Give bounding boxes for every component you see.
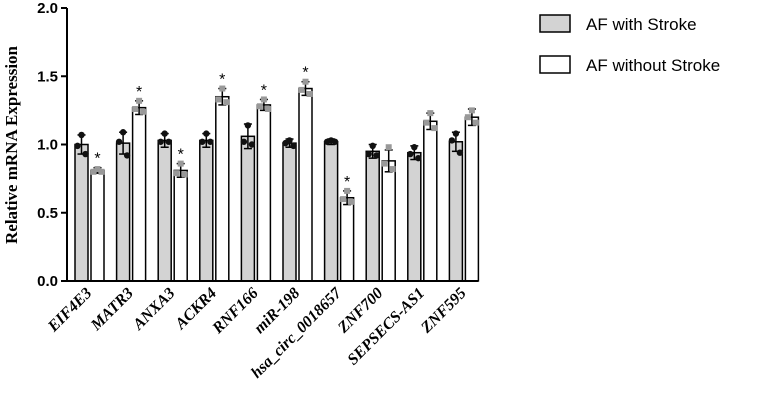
data-point — [415, 155, 421, 161]
data-point — [382, 161, 388, 167]
significance-star: * — [261, 82, 267, 99]
significance-star: * — [344, 174, 350, 191]
data-point — [390, 166, 396, 172]
data-point — [203, 130, 209, 136]
x-axis-labels: EIF4E3MATR3ANXA3ACKR4RNF166miR-198hsa_ci… — [44, 284, 469, 382]
data-point — [140, 109, 146, 115]
data-point — [453, 130, 459, 136]
data-point — [299, 87, 305, 93]
data-point — [265, 106, 271, 112]
data-point — [124, 152, 130, 158]
bar-EIF4E3-with-stroke — [75, 145, 88, 282]
data-point — [386, 144, 392, 150]
data-point — [116, 139, 122, 145]
bar-ANXA3-without-stroke — [174, 170, 187, 281]
significance-star: * — [219, 72, 225, 89]
bar-miR-198-with-stroke — [283, 143, 296, 281]
data-point — [91, 169, 97, 175]
data-point — [348, 199, 354, 205]
y-tick-label: 1.5 — [37, 68, 58, 85]
data-point — [249, 141, 255, 147]
data-point — [120, 129, 126, 135]
data-point — [174, 170, 180, 176]
data-point — [282, 140, 288, 146]
bar-ZNF595-with-stroke — [449, 142, 462, 281]
x-tick-label: EIF4E3 — [44, 285, 95, 336]
data-point — [307, 91, 313, 97]
data-point — [74, 143, 80, 149]
significance-star: * — [178, 147, 184, 164]
data-point — [162, 130, 168, 136]
data-point — [158, 139, 164, 145]
bar-EIF4E3-without-stroke — [91, 170, 104, 281]
bars-group: * * * * * * * — [74, 65, 479, 281]
bar-ACKR4-with-stroke — [200, 140, 213, 281]
data-point — [457, 149, 463, 155]
x-tick-label: ZNF595 — [417, 285, 469, 337]
bar-ZNF700-without-stroke — [382, 161, 395, 281]
data-point — [340, 196, 346, 202]
data-point — [223, 99, 229, 105]
data-point — [245, 122, 251, 128]
y-tick-label: 0.0 — [37, 273, 58, 290]
data-point — [207, 139, 213, 145]
bar-RNF166-with-stroke — [241, 136, 254, 281]
data-point — [199, 139, 205, 145]
x-tick-label: MATR3 — [87, 285, 137, 335]
data-point — [290, 143, 296, 149]
bar-SEPSECS-AS1-with-stroke — [408, 153, 421, 281]
data-point — [215, 96, 221, 102]
data-point — [469, 107, 475, 113]
bar-hsa_circ_0018657-without-stroke — [341, 198, 354, 281]
bar-ANXA3-with-stroke — [158, 140, 171, 281]
x-tick-label: ANXA3 — [129, 285, 178, 334]
legend-label-af-without-stroke: AF without Stroke — [586, 56, 720, 75]
y-tick-label: 1.0 — [37, 137, 58, 154]
data-point — [465, 114, 471, 120]
data-point — [473, 120, 479, 126]
legend-label-af-with-stroke: AF with Stroke — [586, 15, 697, 34]
legend: AF with Stroke AF without Stroke — [540, 15, 720, 75]
data-point — [257, 103, 263, 109]
data-point — [332, 139, 338, 145]
data-point — [166, 139, 172, 145]
data-point — [374, 152, 380, 158]
data-point — [78, 132, 84, 138]
significance-star: * — [136, 84, 142, 101]
x-tick-label: SEPSECS-AS1 — [344, 285, 428, 369]
data-point — [324, 139, 330, 145]
data-point — [182, 172, 188, 178]
data-point — [82, 151, 88, 157]
x-tick-label: RNF166 — [209, 285, 262, 338]
data-point — [370, 143, 376, 149]
bar-hsa_circ_0018657-with-stroke — [325, 142, 338, 281]
bar-ZNF700-with-stroke — [366, 151, 379, 281]
significance-star: * — [94, 151, 100, 168]
bar-RNF166-without-stroke — [257, 105, 270, 281]
data-point — [366, 151, 372, 157]
bar-ACKR4-without-stroke — [216, 97, 229, 281]
y-axis-ticks: 0.0 0.5 1.0 1.5 2.0 — [37, 0, 67, 290]
bar-miR-198-without-stroke — [299, 89, 312, 281]
bar-MATR3-with-stroke — [117, 143, 130, 281]
data-point — [132, 106, 138, 112]
data-point — [423, 120, 429, 126]
bar-SEPSECS-AS1-without-stroke — [424, 121, 437, 281]
bar-ZNF595-without-stroke — [465, 117, 478, 281]
data-point — [427, 110, 433, 116]
data-point — [99, 169, 105, 175]
significance-star: * — [302, 65, 308, 82]
data-point — [431, 125, 437, 131]
legend-swatch-af-without-stroke — [540, 56, 570, 73]
bar-MATR3-without-stroke — [133, 108, 146, 281]
data-point — [407, 151, 413, 157]
legend-swatch-af-with-stroke — [540, 15, 570, 32]
data-point — [449, 137, 455, 143]
y-axis-label: Relative mRNA Expression — [2, 45, 21, 244]
data-point — [411, 144, 417, 150]
y-tick-label: 0.5 — [37, 205, 58, 222]
y-tick-label: 2.0 — [37, 0, 58, 17]
data-point — [241, 139, 247, 145]
